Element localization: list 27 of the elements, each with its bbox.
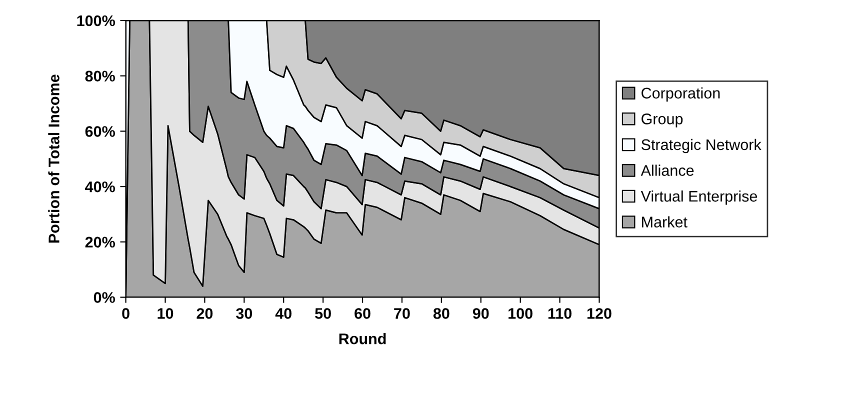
- legend-label: Corporation: [642, 87, 720, 102]
- x-tick-label: 10: [158, 308, 174, 319]
- y-tick-label: 20%: [85, 236, 115, 248]
- x-axis-title: Round: [339, 333, 386, 344]
- y-tick-label: 100%: [77, 15, 115, 26]
- y-tick-label: 60%: [85, 126, 115, 137]
- y-axis-title: Portion of Total Income: [48, 74, 60, 243]
- x-tick-label: 90: [472, 308, 489, 319]
- x-tick-label: 60: [354, 308, 370, 319]
- x-tick-label: 20: [196, 308, 213, 319]
- legend-label: Group: [642, 114, 683, 128]
- legend-label: Virtual Enterprise: [640, 190, 758, 205]
- x-tick-label: 100: [508, 308, 532, 319]
- legend-label: Strategic Network: [641, 138, 762, 154]
- y-tick-label: 40%: [85, 181, 115, 192]
- x-tick-label: 110: [548, 308, 572, 319]
- x-tick-label: 40: [275, 308, 292, 319]
- x-tick-label: 50: [315, 308, 331, 319]
- legend-label: Alliance: [640, 164, 694, 176]
- x-tick-label: 70: [394, 308, 410, 319]
- y-tick-label: 80%: [85, 70, 115, 82]
- legend-label: Market: [642, 216, 688, 228]
- x-tick-label: 0: [122, 308, 130, 319]
- y-tick-label: 0%: [94, 292, 115, 303]
- x-tick-label: 80: [433, 308, 450, 319]
- x-tick-label: 30: [236, 308, 252, 319]
- x-tick-label: 120: [587, 308, 612, 319]
